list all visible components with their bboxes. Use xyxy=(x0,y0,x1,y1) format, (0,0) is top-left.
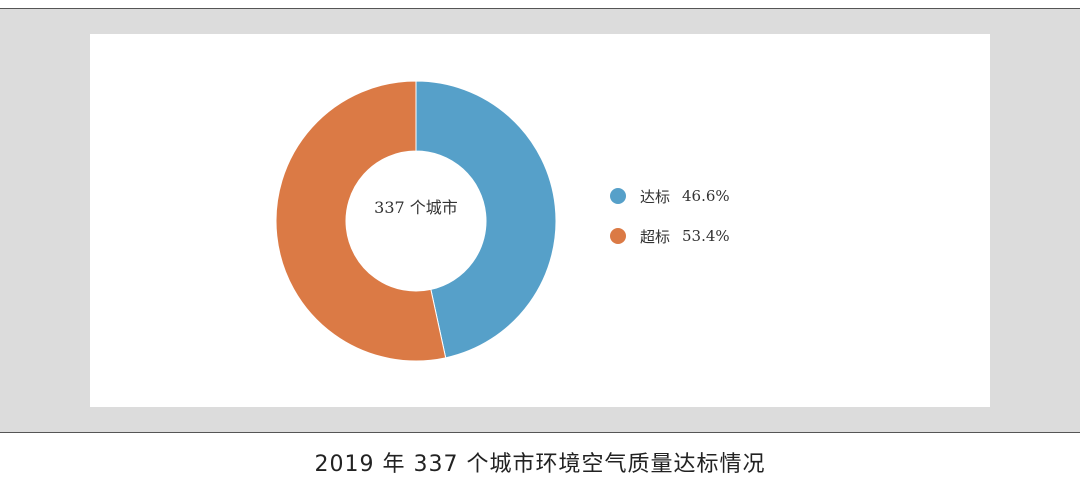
chart-panel: 337 个城市 达标 46.6% 超标 53.4% xyxy=(90,34,990,407)
legend-value-pass: 46.6% xyxy=(682,187,730,205)
legend-label-exceed: 超标 xyxy=(640,227,671,246)
legend-value-exceed: 53.4% xyxy=(682,227,730,245)
figure-caption: 2019 年 337 个城市环境空气质量达标情况 xyxy=(314,452,766,477)
legend-label-pass: 达标 xyxy=(640,187,671,206)
bottom-rule xyxy=(0,432,1080,433)
legend-item-exceed: 超标 53.4% xyxy=(610,226,730,246)
legend-dot-exceed xyxy=(610,228,626,244)
donut-slice-exceed xyxy=(275,80,447,362)
legend-item-pass: 达标 46.6% xyxy=(610,186,730,206)
legend-dot-pass xyxy=(610,188,626,204)
donut-chart xyxy=(275,80,557,362)
donut-slice-pass xyxy=(415,80,557,359)
legend: 达标 46.6% 超标 53.4% xyxy=(610,186,730,266)
top-rule xyxy=(0,8,1080,9)
